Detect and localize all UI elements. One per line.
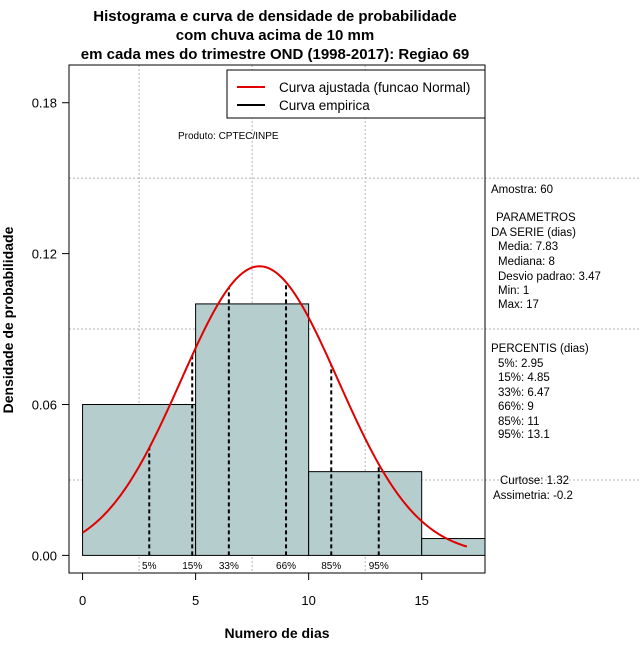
stats-panel-line: Media: 7.83 [498,241,558,253]
y-tick-label: 0.06 [32,398,57,413]
stats-panel-line: 33%: 6.47 [498,387,550,399]
stats-panel-line: Mediana: 8 [498,256,555,268]
legend-box [226,69,486,119]
percentile-label: 85% [321,561,341,572]
x-tick-label: 0 [79,593,86,608]
stats-panel-line: Amostra: 60 [491,184,553,196]
histogram-bar [308,471,423,556]
chart-text: Histograma e curva de densidade de proba… [0,8,601,641]
stats-panel-line: 15%: 4.85 [498,372,550,384]
histogram-bars [82,303,486,556]
histogram-bar [195,303,310,556]
axes: 0 5 10 15 0.00 0.06 0.12 0.18 [32,64,486,608]
chart-title-line: Histograma e curva de densidade de proba… [93,8,456,25]
fitted-normal-curve [82,265,468,548]
stats-panel-line: Curtose: 1.32 [500,475,569,487]
stats-panel-line: Min: 1 [498,285,529,297]
stats-panel-line: 95%: 13.1 [498,429,550,441]
product-label: Produto: CPTEC/INPE [178,131,279,142]
percentile-label: 95% [369,561,389,572]
percentile-label: 15% [182,561,202,572]
histogram-bar [82,404,197,556]
stats-panel-line: PERCENTIS (dias) [491,343,589,355]
percentile-label: 66% [276,561,296,572]
x-tick-label: 15 [414,593,428,608]
y-tick-label: 0.12 [32,247,57,262]
stats-panel-line: Assimetria: -0.2 [493,490,573,502]
stats-panel-line: DA SERIE (dias) [491,227,576,239]
stats-panel-line: 85%: 11 [498,416,539,428]
legend-label: Curva empirica [279,98,370,113]
percentile-label: 5% [142,561,157,572]
percentile-lines: 5% 15% 33% 66% 85% 95% [142,282,389,572]
y-tick-label: 0.18 [32,96,57,111]
plot-frame [68,64,486,574]
stats-panel-line: PARAMETROS [496,212,576,224]
stats-panel-line: Desvio padrao: 3.47 [498,271,601,283]
x-tick-label: 10 [301,593,315,608]
x-tick-label: 5 [192,593,199,608]
y-axis-title: Densidade de probabilidade [0,226,16,413]
chart-title-line: em cada mes do trimestre OND (1998-2017)… [81,46,470,63]
x-axis-title: Numero de dias [224,625,329,641]
percentile-label: 33% [219,561,239,572]
legend-label: Curva ajustada (funcao Normal) [279,80,470,95]
chart-title-line: com chuva acima de 10 mm [176,27,374,44]
stats-panel-line: 66%: 9 [498,401,534,413]
y-tick-label: 0.00 [32,548,57,563]
density-curves [82,265,468,548]
stats-panel-line: 5%: 2.95 [498,358,543,370]
stats-panel-line: Max: 17 [498,299,539,311]
